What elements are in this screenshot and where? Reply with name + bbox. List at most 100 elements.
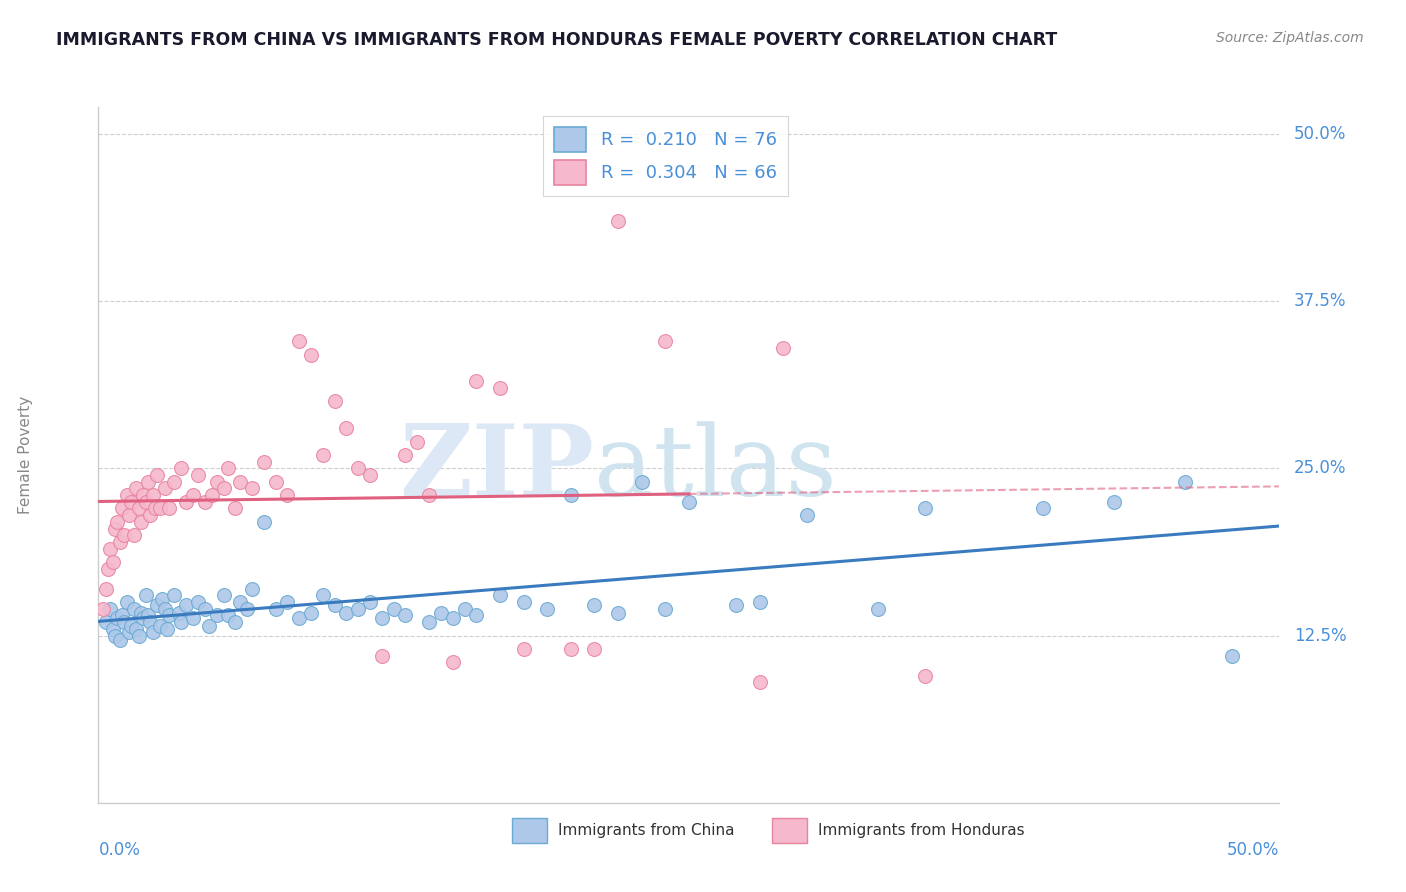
Point: [174, 494, 197, 508]
Point: [121, 494, 143, 508]
Point: [156, 622, 179, 636]
Point: [748, 595, 770, 609]
Point: [153, 601, 176, 615]
Point: [101, 622, 124, 636]
Point: [132, 611, 155, 625]
Point: [866, 601, 889, 615]
Point: [115, 488, 138, 502]
Point: [560, 642, 582, 657]
Point: [125, 622, 148, 636]
Point: [139, 508, 162, 523]
Point: [394, 608, 416, 623]
Point: [149, 619, 172, 633]
Point: [105, 611, 128, 625]
Point: [212, 482, 235, 496]
Point: [104, 521, 127, 535]
Point: [299, 606, 322, 620]
Point: [205, 475, 228, 489]
Point: [98, 601, 121, 615]
Text: Immigrants from Honduras: Immigrants from Honduras: [818, 823, 1025, 838]
Point: [118, 624, 141, 639]
Point: [132, 488, 155, 502]
Point: [654, 601, 676, 615]
Point: [607, 213, 630, 227]
Point: [212, 589, 235, 603]
Point: [323, 394, 346, 409]
Point: [115, 595, 138, 609]
Point: [217, 461, 239, 475]
Point: [146, 467, 169, 482]
Point: [104, 628, 127, 642]
Point: [128, 628, 150, 642]
Text: atlas: atlas: [595, 421, 837, 516]
Point: [181, 488, 204, 502]
Text: Source: ZipAtlas.com: Source: ZipAtlas.com: [1216, 31, 1364, 45]
Point: [418, 488, 440, 502]
Point: [139, 615, 162, 630]
Point: [94, 615, 117, 630]
Point: [94, 582, 117, 596]
Point: [253, 455, 276, 469]
Point: [796, 508, 818, 523]
Point: [111, 501, 134, 516]
Point: [359, 467, 381, 482]
Point: [224, 615, 246, 630]
Point: [654, 334, 676, 348]
Point: [453, 601, 475, 615]
Point: [111, 608, 134, 623]
Legend: R =  0.210   N = 76, R =  0.304   N = 66: R = 0.210 N = 76, R = 0.304 N = 66: [543, 116, 787, 196]
Text: 25.0%: 25.0%: [1294, 459, 1346, 477]
Point: [236, 601, 259, 615]
Point: [441, 655, 464, 669]
Point: [135, 589, 157, 603]
Point: [406, 434, 429, 449]
Point: [312, 448, 335, 462]
Point: [97, 562, 120, 576]
Point: [194, 601, 217, 615]
Point: [678, 494, 700, 508]
Point: [153, 482, 176, 496]
Point: [146, 598, 169, 612]
Point: [240, 582, 263, 596]
Point: [1220, 648, 1243, 663]
Point: [489, 381, 512, 395]
Point: [150, 592, 173, 607]
Point: [194, 494, 217, 508]
Point: [1174, 475, 1197, 489]
Point: [264, 475, 287, 489]
Point: [118, 508, 141, 523]
Point: [101, 555, 124, 569]
Point: [149, 501, 172, 516]
Point: [1032, 501, 1054, 516]
Point: [583, 642, 606, 657]
Point: [229, 475, 252, 489]
Point: [1102, 494, 1125, 508]
Point: [359, 595, 381, 609]
Point: [187, 467, 209, 482]
Point: [135, 494, 157, 508]
Point: [583, 598, 606, 612]
Point: [465, 375, 488, 389]
Point: [170, 615, 193, 630]
Point: [288, 611, 311, 625]
Text: Female Poverty: Female Poverty: [18, 396, 34, 514]
Point: [465, 608, 488, 623]
Text: 50.0%: 50.0%: [1227, 841, 1279, 859]
Point: [112, 615, 135, 630]
Point: [288, 334, 311, 348]
Point: [772, 341, 794, 355]
Point: [347, 461, 370, 475]
Point: [335, 606, 357, 620]
Point: [347, 601, 370, 615]
Point: [181, 611, 204, 625]
Point: [229, 595, 252, 609]
Point: [607, 606, 630, 620]
Point: [725, 598, 748, 612]
Text: 50.0%: 50.0%: [1294, 125, 1346, 143]
Point: [441, 611, 464, 625]
Point: [512, 595, 534, 609]
Point: [382, 601, 405, 615]
Point: [394, 448, 416, 462]
Point: [136, 475, 159, 489]
Point: [142, 488, 165, 502]
